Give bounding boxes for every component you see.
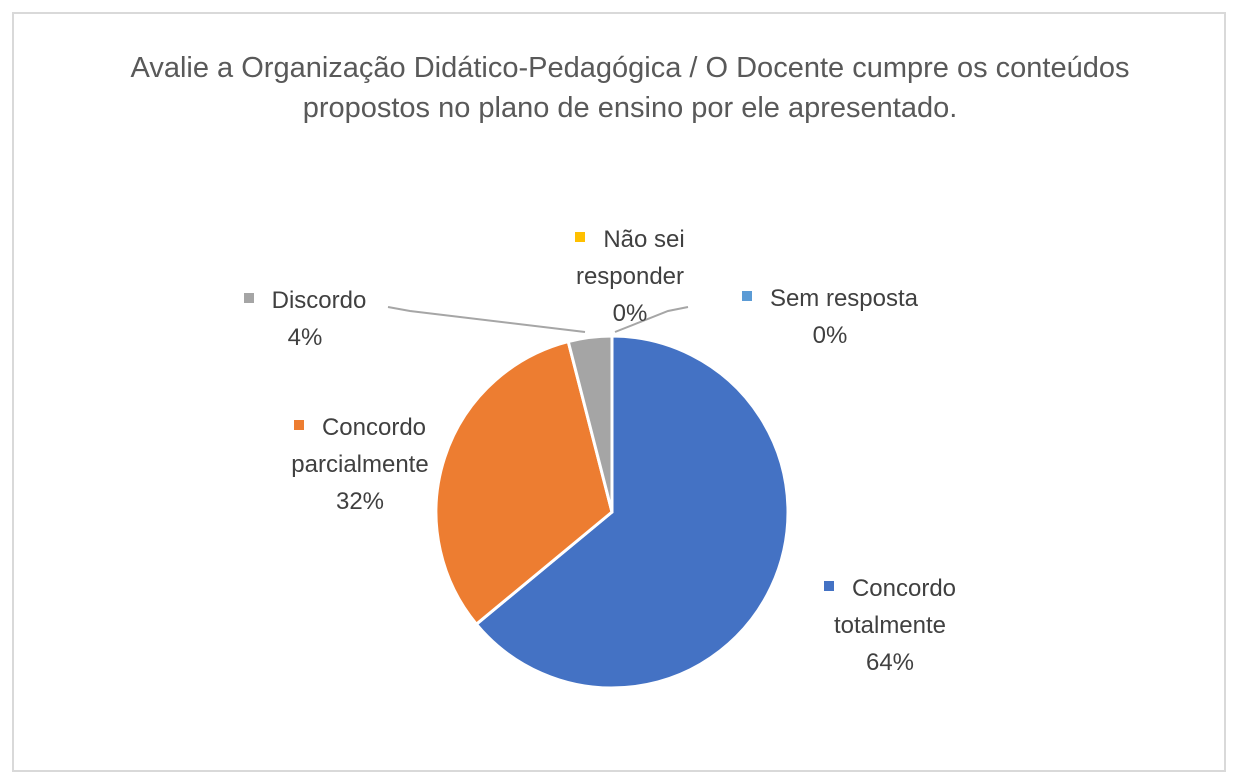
pie-slice [434, 340, 614, 626]
legend-marker [823, 580, 834, 591]
category-label: Sem resposta [769, 285, 919, 312]
legend-marker [741, 290, 752, 301]
value-label: 64% [865, 649, 915, 676]
value-label: 0% [812, 322, 848, 349]
category-box: Não sei responder [555, 221, 705, 295]
legend-marker [293, 419, 304, 430]
value-label: 4% [287, 324, 323, 351]
page: Avalie a Organização Didático-Pedagógica… [12, 12, 1226, 772]
chart [387, 306, 790, 690]
value-label: 0% [612, 300, 648, 327]
legend-marker [575, 231, 586, 242]
category-box: Concordo parcialmente [265, 409, 455, 483]
category-label: Concordo totalmente [833, 575, 957, 639]
data-label: Concordo parcialmente 32% [240, 409, 480, 520]
data-label: Discordo 4% [205, 282, 405, 356]
legend-marker [243, 292, 254, 303]
category-box: Discordo [205, 282, 405, 319]
value-label: 32% [335, 488, 385, 515]
category-box: Sem resposta [700, 280, 960, 317]
leader-line [387, 306, 586, 333]
data-label: Concordo totalmente 64% [790, 570, 990, 681]
pie-slice [474, 334, 790, 690]
chart-title: Avalie a Organização Didático-Pedagógica… [130, 52, 1130, 124]
category-label: Concordo parcialmente [291, 414, 429, 478]
category-box: Concordo totalmente [815, 570, 965, 644]
data-label: Não sei responder 0% [520, 221, 740, 332]
category-label: Discordo [271, 287, 367, 314]
category-label: Não sei responder [575, 226, 685, 290]
leader-line [614, 306, 689, 333]
data-label: Sem resposta 0% [700, 280, 960, 354]
